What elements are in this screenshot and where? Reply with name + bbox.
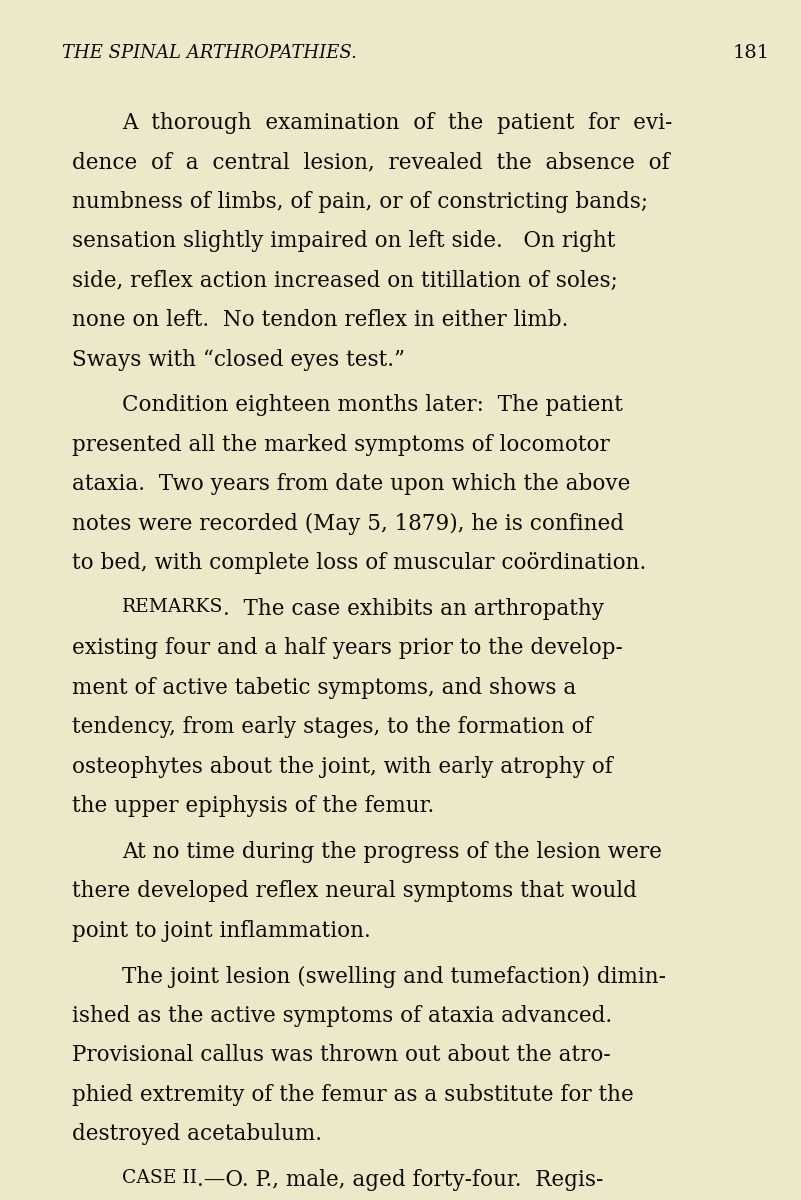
Text: THE SPINAL ARTHROPATHIES.: THE SPINAL ARTHROPATHIES.: [62, 44, 357, 62]
Text: A  thorough  examination  of  the  patient  for  evi-: A thorough examination of the patient fo…: [122, 112, 672, 134]
Text: phied extremity of the femur as a substitute for the: phied extremity of the femur as a substi…: [72, 1084, 634, 1106]
Text: 181: 181: [733, 44, 770, 62]
Text: osteophytes about the joint, with early atrophy of: osteophytes about the joint, with early …: [72, 756, 613, 778]
Text: ataxia.  Two years from date upon which the above: ataxia. Two years from date upon which t…: [72, 474, 630, 496]
Text: to bed, with complete loss of muscular coördination.: to bed, with complete loss of muscular c…: [72, 552, 646, 575]
Text: Sways with “closed eyes test.”: Sways with “closed eyes test.”: [72, 349, 405, 371]
Text: notes were recorded (May 5, 1879), he is confined: notes were recorded (May 5, 1879), he is…: [72, 512, 624, 535]
Text: At no time during the progress of the lesion were: At no time during the progress of the le…: [122, 841, 662, 863]
Text: REMARKS: REMARKS: [122, 598, 223, 616]
Text: destroyed acetabulum.: destroyed acetabulum.: [72, 1123, 322, 1146]
Text: side, reflex action increased on titillation of soles;: side, reflex action increased on titilla…: [72, 270, 618, 292]
Text: CASE II: CASE II: [122, 1169, 197, 1187]
Text: Condition eighteen months later:  The patient: Condition eighteen months later: The pat…: [122, 395, 623, 416]
Text: point to joint inflammation.: point to joint inflammation.: [72, 920, 371, 942]
Text: there developed reflex neural symptoms that would: there developed reflex neural symptoms t…: [72, 881, 637, 902]
Text: existing four and a half years prior to the develop-: existing four and a half years prior to …: [72, 637, 623, 660]
Text: presented all the marked symptoms of locomotor: presented all the marked symptoms of loc…: [72, 434, 610, 456]
Text: dence  of  a  central  lesion,  revealed  the  absence  of: dence of a central lesion, revealed the …: [72, 151, 670, 174]
Text: .  The case exhibits an arthropathy: . The case exhibits an arthropathy: [223, 598, 605, 620]
Text: ment of active tabetic symptoms, and shows a: ment of active tabetic symptoms, and sho…: [72, 677, 576, 698]
Text: sensation slightly impaired on left side.   On right: sensation slightly impaired on left side…: [72, 230, 615, 252]
Text: none on left.  No tendon reflex in either limb.: none on left. No tendon reflex in either…: [72, 310, 569, 331]
Text: the upper epiphysis of the femur.: the upper epiphysis of the femur.: [72, 796, 434, 817]
Text: .—O. P., male, aged forty-four.  Regis-: .—O. P., male, aged forty-four. Regis-: [197, 1169, 603, 1190]
Text: ished as the active symptoms of ataxia advanced.: ished as the active symptoms of ataxia a…: [72, 1004, 612, 1027]
Text: Provisional callus was thrown out about the atro-: Provisional callus was thrown out about …: [72, 1044, 610, 1067]
Text: numbness of limbs, of pain, or of constricting bands;: numbness of limbs, of pain, or of constr…: [72, 191, 648, 212]
Text: tendency, from early stages, to the formation of: tendency, from early stages, to the form…: [72, 716, 593, 738]
Text: The joint lesion (swelling and tumefaction) dimin-: The joint lesion (swelling and tumefacti…: [122, 966, 666, 988]
